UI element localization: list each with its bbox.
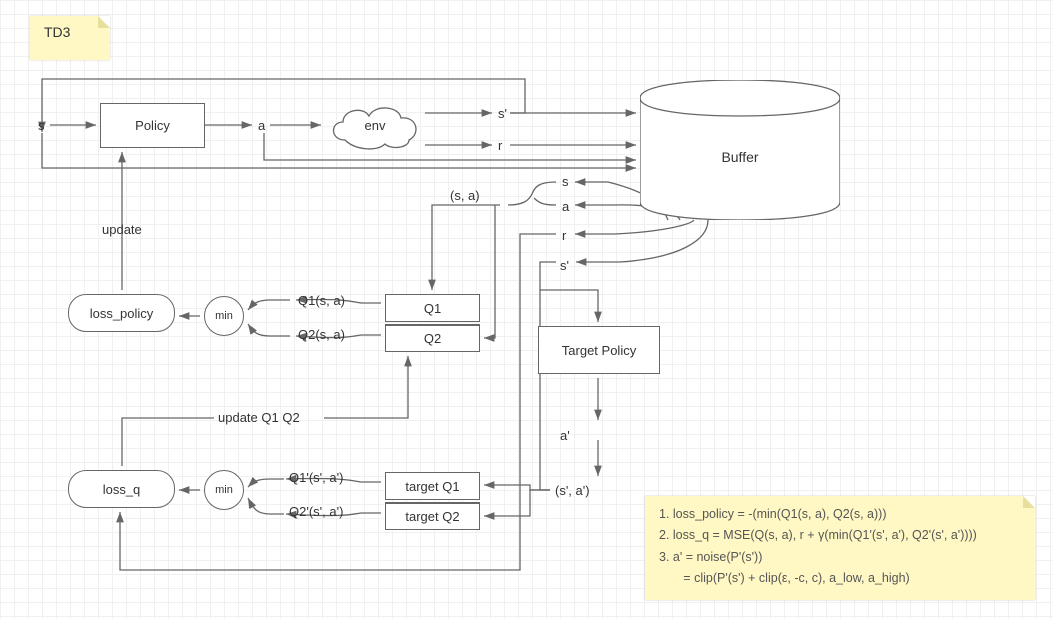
target-policy-node: Target Policy (538, 326, 660, 374)
formula-line-2: 2. loss_q = MSE(Q(s, a), r + γ(min(Q1'(s… (659, 525, 1021, 546)
edge-a-to-buffer (264, 133, 636, 160)
q1-label: Q1 (424, 301, 441, 316)
edge-to-min2a (248, 479, 284, 487)
edge-sp-to-tp (540, 262, 598, 322)
label-r: r (498, 138, 502, 153)
edge-updq-q (324, 356, 408, 418)
loss-policy-node: loss_policy (68, 294, 175, 332)
target-q1-node: target Q1 (385, 472, 480, 500)
env-node: env (325, 100, 425, 150)
min1-label: min (215, 310, 233, 322)
edge-lq-updq (122, 418, 214, 466)
loss-policy-label: loss_policy (90, 306, 154, 321)
label-update: update (102, 222, 142, 237)
edge-to-min1b (248, 324, 290, 336)
note-fold (1023, 496, 1035, 508)
target-policy-label: Target Policy (562, 343, 636, 358)
q2-label: Q2 (424, 331, 441, 346)
formula-line-4: = clip(P'(s') + clip(ε, -c, c), a_low, a… (659, 568, 1021, 589)
label-q1sa: Q1(s, a) (298, 293, 345, 308)
formula-line-1: 1. loss_policy = -(min(Q1(s, a), Q2(s, a… (659, 504, 1021, 525)
edge-sa-merge (508, 182, 556, 205)
edge-buf-r (575, 220, 694, 234)
edge-sa-q2 (484, 205, 495, 338)
buffer-label: Buffer (721, 149, 758, 165)
buffer-node: Buffer (640, 80, 840, 220)
note-fold (98, 16, 110, 28)
label-sa: (s, a) (450, 188, 480, 203)
edge-buf-sp (576, 220, 708, 262)
label-saprime: (s', a') (555, 483, 590, 498)
label-updateq: update Q1 Q2 (218, 410, 300, 425)
label-aprime: a' (560, 428, 570, 443)
formula-note: 1. loss_policy = -(min(Q1(s, a), Q2(s, a… (645, 496, 1035, 600)
label-s: s (38, 118, 45, 133)
min2-label: min (215, 484, 233, 496)
label-sprime: s' (498, 106, 507, 121)
loss-q-label: loss_q (103, 482, 141, 497)
policy-node: Policy (100, 103, 205, 148)
title-text: TD3 (44, 24, 70, 40)
edge-r-to-lossq (120, 234, 556, 570)
edge-to-min2b (248, 498, 284, 514)
diagram-canvas: TD3 1. loss_policy = -(min(Q1(s, a), Q2(… (0, 0, 1053, 619)
edge-sa-down (432, 205, 500, 290)
label-a: a (258, 118, 265, 133)
label-q2p: Q2'(s', a') (289, 504, 343, 519)
edge-to-min1a (248, 300, 290, 310)
min2-node: min (204, 470, 244, 510)
edge-sp-merge (540, 290, 550, 490)
target-q1-label: target Q1 (405, 479, 459, 494)
label-a2: a (562, 199, 569, 214)
edge-sa'-tq1 (484, 485, 550, 490)
target-q2-label: target Q2 (405, 509, 459, 524)
label-q1p: Q1'(s', a') (289, 470, 343, 485)
label-r2: r (562, 228, 566, 243)
label-q2sa: Q2(s, a) (298, 327, 345, 342)
edge-sa'-tq2 (484, 490, 550, 516)
loss-q-node: loss_q (68, 470, 175, 508)
target-q2-node: target Q2 (385, 502, 480, 530)
q2-node: Q2 (385, 324, 480, 352)
label-sprime2: s' (560, 258, 569, 273)
label-s2: s (562, 174, 569, 189)
q1-node: Q1 (385, 294, 480, 322)
min1-node: min (204, 296, 244, 336)
env-label: env (365, 118, 386, 133)
formula-line-3: 3. a' = noise(P'(s')) (659, 547, 1021, 568)
title-note: TD3 (30, 16, 110, 60)
policy-label: Policy (135, 118, 170, 133)
